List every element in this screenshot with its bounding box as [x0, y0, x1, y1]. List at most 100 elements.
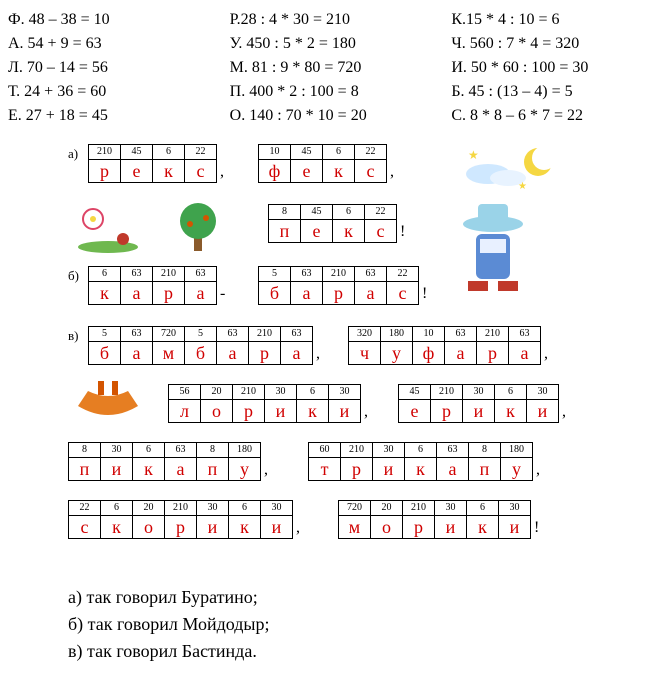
puzzle-cell: 63а — [508, 326, 540, 365]
equations-col-2: Р.28 : 4 * 30 = 210 У. 450 : 5 * 2 = 180… — [230, 8, 434, 128]
cell-number: 30 — [264, 384, 297, 400]
cell-number: 63 — [354, 266, 387, 282]
cell-letter: к — [332, 220, 365, 243]
puzzle-cell: 20о — [132, 500, 164, 539]
cell-number: 10 — [412, 326, 445, 342]
equation: Р.28 : 4 * 30 = 210 — [230, 8, 434, 32]
cell-number: 30 — [462, 384, 495, 400]
svg-text:★: ★ — [518, 181, 527, 192]
cell-number: 210 — [248, 326, 281, 342]
puzzle-cell: 60т — [308, 442, 340, 481]
puzzle-cell: 63а — [436, 442, 468, 481]
cell-letter: с — [364, 220, 397, 243]
punctuation: , — [364, 403, 368, 421]
cell-number: 20 — [200, 384, 233, 400]
cell-number: 6 — [228, 500, 261, 516]
punctuation: , — [296, 519, 300, 537]
cell-number: 63 — [508, 326, 541, 342]
cell-letter: к — [88, 282, 121, 305]
cell-letter: и — [260, 516, 293, 539]
cell-letter: б — [184, 342, 217, 365]
cell-number: 10 — [258, 144, 291, 160]
cell-letter: к — [404, 458, 437, 481]
cell-letter: и — [498, 516, 531, 539]
puzzle-cell: 210р — [476, 326, 508, 365]
cell-number: 30 — [526, 384, 559, 400]
cell-number: 6 — [88, 266, 121, 282]
cell-letter: к — [100, 516, 133, 539]
puzzle-cell: 20о — [370, 500, 402, 539]
grid-chufara: 320ч180у10ф63а210р63а, — [348, 326, 552, 365]
cell-number: 30 — [372, 442, 405, 458]
tree-icon — [168, 196, 228, 256]
puzzle-cell: 45е — [120, 144, 152, 183]
puzzle-cell: 180у — [228, 442, 260, 481]
cell-number: 63 — [120, 326, 153, 342]
cell-letter: у — [228, 458, 261, 481]
puzzle-cell: 8п — [196, 442, 228, 481]
cell-letter: о — [132, 516, 165, 539]
cell-number: 180 — [500, 442, 533, 458]
puzzle-cell: 63а — [444, 326, 476, 365]
puzzle-cell: 210р — [402, 500, 434, 539]
cell-letter: п — [68, 458, 101, 481]
cell-letter: и — [100, 458, 133, 481]
puzzle-cell: 6к — [100, 500, 132, 539]
equation: И. 50 * 60 : 100 = 30 — [451, 56, 655, 80]
cell-letter: ф — [258, 160, 291, 183]
puzzle-cell: 210р — [164, 500, 196, 539]
cell-letter: л — [168, 400, 201, 423]
cell-letter: р — [248, 342, 281, 365]
cell-letter: а — [436, 458, 469, 481]
cell-letter: р — [340, 458, 373, 481]
label-b: б) — [68, 268, 79, 284]
cell-letter: т — [308, 458, 341, 481]
cell-number: 180 — [380, 326, 413, 342]
cell-letter: с — [354, 160, 387, 183]
puzzle-cell: 63а — [216, 326, 248, 365]
punctuation: , — [220, 163, 224, 181]
cell-number: 22 — [184, 144, 217, 160]
puzzle-cell: 210р — [430, 384, 462, 423]
puzzle-cell: 63а — [184, 266, 216, 305]
equation: К.15 * 4 : 10 = 6 — [451, 8, 655, 32]
equations-col-3: К.15 * 4 : 10 = 6 Ч. 560 : 7 * 4 = 320 И… — [451, 8, 655, 128]
cell-number: 5 — [258, 266, 291, 282]
cell-letter: е — [290, 160, 323, 183]
cell-number: 320 — [348, 326, 381, 342]
puzzle-cell: 210р — [248, 326, 280, 365]
cell-number: 6 — [332, 204, 365, 220]
puzzle-cell: 30и — [328, 384, 360, 423]
cell-number: 6 — [100, 500, 133, 516]
puzzle-cell: 8п — [68, 442, 100, 481]
puzzle-cell: 30и — [462, 384, 494, 423]
puzzle-cell: 56л — [168, 384, 200, 423]
equation: А. 54 + 9 = 63 — [8, 32, 212, 56]
cell-letter: а — [354, 282, 387, 305]
answer-line: а) так говорил Буратино; — [68, 584, 655, 611]
grid-moriki: 720м20о210р30и6к30и! — [338, 500, 543, 539]
equation: У. 450 : 5 * 2 = 180 — [230, 32, 434, 56]
grid-pikapu: 8п30и6к63а8п180у, — [68, 442, 272, 481]
cell-number: 210 — [402, 500, 435, 516]
cell-letter: е — [398, 400, 431, 423]
cell-number: 8 — [196, 442, 229, 458]
cell-number: 5 — [88, 326, 121, 342]
cell-letter: е — [300, 220, 333, 243]
cell-letter: к — [494, 400, 527, 423]
grid-bambara: 5б63а720м5б63а210р63а, — [88, 326, 324, 365]
puzzle-cell: 8п — [268, 204, 300, 243]
puzzle-cell: 30и — [100, 442, 132, 481]
puzzle-cell: 10ф — [258, 144, 290, 183]
flower-ground-icon — [68, 199, 148, 254]
cell-number: 210 — [88, 144, 121, 160]
equation: Е. 27 + 18 = 45 — [8, 104, 212, 128]
punctuation: , — [544, 345, 548, 363]
puzzle-cell: 180у — [500, 442, 532, 481]
equation: М. 81 : 9 * 80 = 720 — [230, 56, 434, 80]
puzzle-cell: 30и — [498, 500, 530, 539]
cell-letter: о — [370, 516, 403, 539]
puzzle-cell: 210р — [340, 442, 372, 481]
cell-letter: р — [430, 400, 463, 423]
cell-letter: р — [88, 160, 121, 183]
